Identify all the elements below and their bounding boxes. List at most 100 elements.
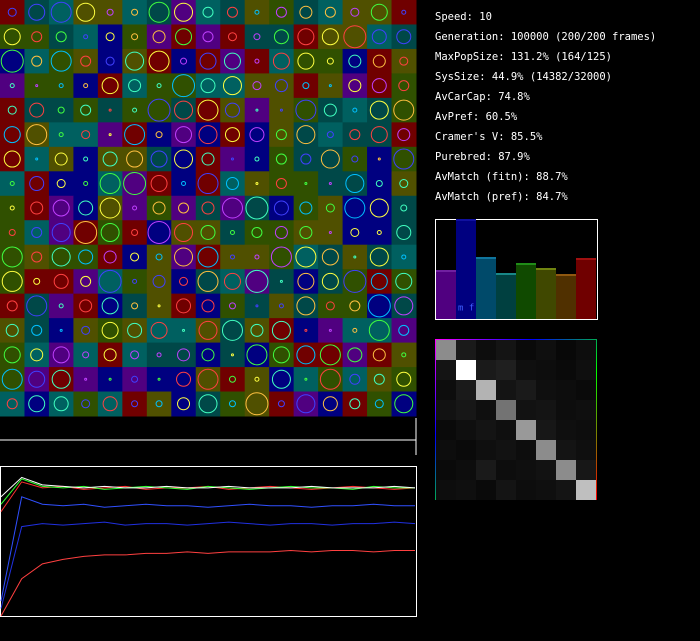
creature [223,272,241,290]
cell [220,367,246,393]
creature [275,178,287,190]
creature [53,273,69,289]
cell [269,220,295,246]
cell [171,171,197,197]
cell [244,171,270,197]
cell [342,195,368,221]
creature [349,373,361,385]
creature [131,33,139,41]
creature [323,103,337,117]
cell [244,146,270,172]
creature [376,229,382,235]
creature [3,150,21,168]
cell [220,244,246,270]
creature [201,299,215,313]
creature [176,298,192,314]
matrix-cell [496,460,516,480]
creature [350,7,360,17]
creature [401,352,407,358]
stat-line: Speed: 10 [435,11,492,23]
stat-line: SysSize: 44.9% (14382/32000) [435,71,612,83]
cell [293,367,319,393]
cell [244,48,270,74]
matrix-cell [576,480,596,500]
cell [146,48,172,74]
cell [0,73,25,99]
histogram-bar [516,263,536,319]
cell [122,293,148,319]
creature [272,52,290,70]
creature [297,52,315,70]
cell [48,318,74,344]
creature [396,29,412,45]
cell [24,171,50,197]
matrix-cell [436,420,456,440]
creature [304,377,308,381]
creature [198,320,218,340]
creature [3,28,21,46]
creature [245,392,269,416]
creature [177,397,191,411]
cell [146,342,172,368]
creature [394,296,414,316]
creature [326,131,334,139]
creature [254,254,260,260]
creature [295,246,317,268]
cell [0,171,25,197]
creature [157,377,161,381]
creature [56,179,66,189]
matrix-cell [536,360,556,380]
creature [224,102,240,118]
matrix-cell [436,340,456,360]
creature [299,201,313,215]
creature [101,297,119,315]
cell [342,48,368,74]
creature [325,301,335,311]
creature [201,201,215,215]
cell [391,367,417,393]
creature [1,270,23,292]
creature [245,196,269,220]
cell [269,195,295,221]
matrix-cell [516,340,536,360]
creature [348,54,362,68]
creature [343,25,367,49]
creature [224,127,240,143]
matrix-cell [436,380,456,400]
creature [321,248,339,266]
creature [246,344,268,366]
creature [394,394,414,414]
creature [304,182,308,186]
cell [244,391,270,417]
cell [293,220,319,246]
creature [81,130,91,140]
creature [271,320,291,340]
creature [53,396,69,412]
histogram-frame [435,219,598,320]
creature [255,108,259,112]
creature [31,31,43,43]
creature [352,107,358,113]
creature [397,128,411,142]
creature [328,230,332,234]
cell [122,97,148,123]
matrix-cell [536,440,556,460]
cell [48,269,74,295]
stat-line: Purebred: 87.9% [435,151,531,163]
matrix-cell [556,420,576,440]
cell [146,24,172,50]
series-line [0,496,415,602]
creature [26,295,48,317]
creature [254,58,260,64]
stat-line: MaxPopSize: 131.2% (164/125) [435,51,612,63]
matrix-cell [436,400,456,420]
creature [130,252,140,262]
histogram-bar [436,270,456,319]
creature [174,247,194,267]
cell [244,97,270,123]
cell [342,391,368,417]
series-line [0,549,415,617]
creature [228,400,236,408]
cell [97,269,123,295]
creature [57,106,65,114]
